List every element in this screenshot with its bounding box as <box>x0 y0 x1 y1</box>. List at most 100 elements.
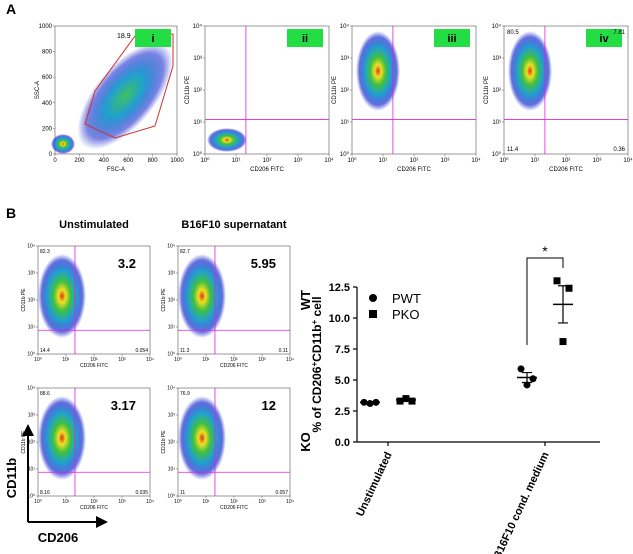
y-tick-label: 10⁰ <box>27 494 35 500</box>
y-axis-label: CD11b PE <box>21 288 27 312</box>
x-tick-label: 800 <box>148 158 159 164</box>
x-tick-label: 10³ <box>593 158 602 164</box>
quadrant-value: 88.6 <box>40 391 50 397</box>
legend-label: PWT <box>392 291 421 306</box>
x-tick-label: 10⁰ <box>174 357 182 363</box>
density-cloud <box>38 254 86 338</box>
y-tick-label: 10¹ <box>492 120 501 126</box>
y-tick-label: 10⁰ <box>193 151 203 158</box>
density-cloud <box>51 134 75 154</box>
y-tick-label: 600 <box>42 75 53 81</box>
x-tick-label: 10³ <box>294 158 303 164</box>
y-axis-label-part: + <box>310 362 319 367</box>
y-tick-label: 10⁴ <box>167 386 175 392</box>
quadrant-value: 0.11 <box>279 348 289 354</box>
y-tick-label: 12.5 <box>329 282 350 294</box>
error-bar <box>522 371 532 384</box>
axis-name: CD11b <box>4 458 19 499</box>
gate <box>84 33 174 139</box>
x-tick-label: 10⁴ <box>471 157 481 164</box>
quadrant-value: 76.9 <box>180 391 190 397</box>
y-axis-label: CD11b PE <box>161 288 167 312</box>
density-cloud <box>207 128 247 152</box>
quadrant-value: 0.035 <box>135 490 148 496</box>
axis-name: CD206 <box>38 530 78 545</box>
quadrant-value: 0.054 <box>135 348 148 354</box>
x-tick-label: 10¹ <box>62 357 70 363</box>
y-tick-label: 10² <box>168 440 176 446</box>
y-tick-label: 10⁴ <box>167 244 175 250</box>
y-tick-label: 10⁰ <box>340 151 350 158</box>
x-tick-label: 10⁴ <box>324 157 334 164</box>
x-tick-label: 10⁰ <box>200 157 210 164</box>
y-tick-label: 10⁴ <box>340 23 350 30</box>
error-bar <box>401 398 411 402</box>
y-tick-label: 10⁴ <box>27 386 35 392</box>
quadrant-value: 80.5 <box>507 30 519 36</box>
tag-box <box>586 29 622 47</box>
legend-marker <box>369 310 377 318</box>
x-tick-label: 10² <box>230 357 238 363</box>
x-tick-label: 10² <box>230 499 238 505</box>
y-tick-label: 10⁰ <box>167 352 175 358</box>
data-point <box>523 381 531 389</box>
y-tick-label: 1000 <box>39 24 53 30</box>
data-point <box>559 338 567 346</box>
arrow-head <box>96 516 108 528</box>
x-axis-label: CD206 FITC <box>549 167 583 173</box>
y-tick-label: 10² <box>28 440 36 446</box>
y-tick-label: 10¹ <box>28 467 36 473</box>
density-cloud <box>38 396 86 480</box>
y-axis-label: SSC-A <box>35 81 41 99</box>
highlight-value: 3.17 <box>111 398 136 413</box>
tag: ii <box>302 33 308 45</box>
data-point <box>529 375 537 383</box>
y-tick-label: 10⁰ <box>492 151 502 158</box>
panel-label: B <box>6 205 16 221</box>
x-tick-label: 10¹ <box>202 357 210 363</box>
quadrant-value: 14.4 <box>40 348 50 354</box>
y-tick-label: 10³ <box>340 56 349 62</box>
x-axis-label: FSC-A <box>107 167 125 173</box>
x-tick-label: 400 <box>99 158 110 164</box>
y-tick-label: 10² <box>340 88 349 94</box>
quadrant-value: 0.36 <box>613 147 625 153</box>
x-tick-label: 10³ <box>258 499 266 505</box>
tag-box <box>287 29 323 47</box>
y-tick-label: 5.0 <box>335 375 350 387</box>
y-tick-label: 10⁴ <box>492 23 502 30</box>
tag-box <box>135 29 171 47</box>
data-point <box>517 365 525 373</box>
x-tick-label: 10¹ <box>379 158 388 164</box>
x-tick-label: 600 <box>123 158 134 164</box>
tag: i <box>151 33 154 45</box>
x-tick-label: B16F10 cond. medium <box>491 450 551 554</box>
y-tick-label: 10³ <box>168 271 176 277</box>
quadrant-value: 7.81 <box>613 30 625 36</box>
y-tick-label: 10³ <box>193 56 202 62</box>
arrow-head <box>22 424 34 436</box>
quadrant-value: 11.4 <box>507 147 519 153</box>
column-header: Unstimulated <box>59 219 129 231</box>
y-axis-label: CD11b PE <box>185 76 191 104</box>
highlight-value: 12 <box>262 398 276 413</box>
legend-marker <box>369 294 377 302</box>
x-tick-label: 10² <box>263 158 272 164</box>
x-tick-label: 10⁴ <box>286 499 294 505</box>
y-tick-label: 10¹ <box>168 325 176 331</box>
x-tick-label: 10⁰ <box>499 157 509 164</box>
y-tick-label: 2.5 <box>335 406 350 418</box>
y-tick-label: 200 <box>42 126 53 132</box>
x-tick-label: 10⁴ <box>623 157 633 164</box>
x-tick-label: 10³ <box>258 357 266 363</box>
y-tick-label: 10¹ <box>193 120 202 126</box>
x-tick-label: 10¹ <box>232 158 241 164</box>
y-tick-label: 10⁰ <box>167 494 175 500</box>
x-axis-label: CD206 FITC <box>250 167 284 173</box>
x-tick-label: 10² <box>90 357 98 363</box>
x-tick-label: 10⁰ <box>174 499 182 505</box>
x-tick-label: 10³ <box>118 499 126 505</box>
x-axis-label: CD206 FITC <box>397 167 431 173</box>
y-tick-label: 10⁴ <box>193 23 203 30</box>
